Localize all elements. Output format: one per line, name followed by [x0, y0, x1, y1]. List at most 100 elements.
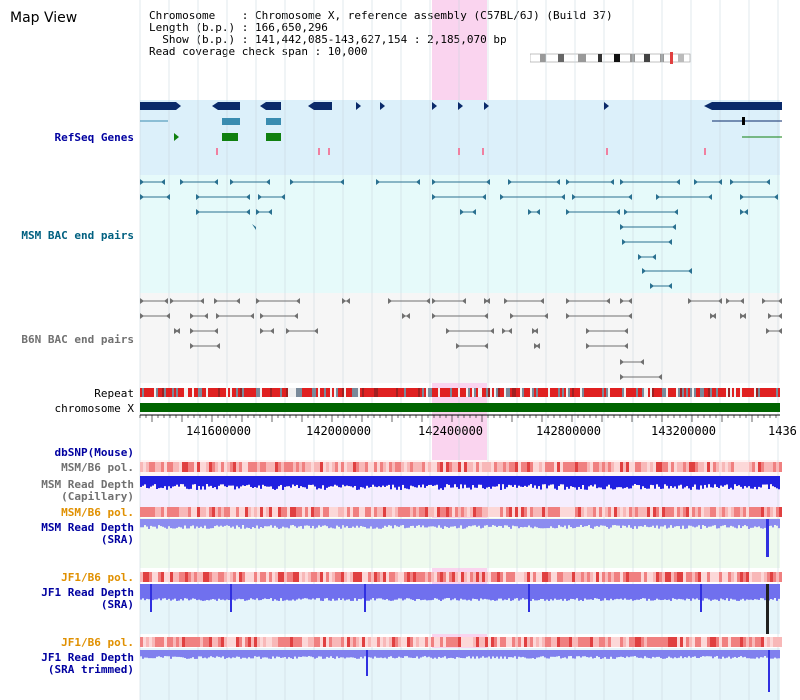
depth-bar	[614, 519, 616, 526]
polymorphism-cell	[593, 462, 596, 472]
repeat-segment	[260, 388, 262, 397]
polymorphism-cell	[677, 637, 680, 647]
repeat-segment	[716, 388, 718, 397]
depth-bar	[394, 476, 396, 488]
depth-bar	[384, 650, 386, 658]
depth-bar	[290, 519, 292, 526]
repeat-segment	[276, 388, 278, 397]
polymorphism-cell	[383, 572, 386, 582]
depth-bar	[504, 476, 506, 489]
track-label-repeat[interactable]: Repeat	[94, 387, 134, 400]
depth-bar	[154, 519, 156, 527]
depth-bar	[584, 519, 586, 527]
repeat-segment	[368, 388, 370, 397]
repeat-segment	[340, 388, 342, 397]
depth-bar	[486, 476, 488, 488]
depth-bar	[160, 519, 162, 527]
polymorphism-cell	[233, 637, 236, 647]
polymorphism-cell	[473, 507, 476, 517]
polymorphism-cell	[440, 507, 443, 517]
depth-bar	[648, 584, 650, 599]
polymorphism-cell	[671, 507, 674, 517]
polymorphism-cell	[170, 462, 173, 472]
track-label-msm-pol-2[interactable]: MSM/B6 pol.	[61, 506, 134, 519]
repeat-segment	[268, 388, 270, 397]
depth-bar	[656, 650, 658, 657]
depth-bar	[608, 476, 610, 485]
repeat-segment	[704, 388, 706, 397]
depth-bar	[184, 476, 186, 487]
depth-bar	[238, 519, 240, 528]
depth-bar	[268, 519, 270, 527]
depth-bar	[496, 584, 498, 601]
repeat-segment	[658, 388, 660, 397]
depth-bar	[266, 519, 268, 527]
depth-bar	[702, 476, 704, 489]
polymorphism-cell	[164, 637, 167, 647]
track-label-refseq[interactable]: RefSeq Genes	[54, 131, 134, 144]
polymorphism-cell	[608, 637, 611, 647]
polymorphism-cell	[479, 572, 482, 582]
depth-bar	[546, 584, 548, 600]
polymorphism-cell	[350, 637, 353, 647]
track-label-msm-depth-cap[interactable]: MSM Read Depth	[41, 478, 134, 491]
repeat-segment	[296, 388, 298, 397]
depth-bar	[392, 584, 394, 601]
depth-bar	[172, 650, 174, 657]
track-label-jf1-depth-trim[interactable]: JF1 Read Depth	[41, 651, 134, 664]
polymorphism-cell	[347, 462, 350, 472]
polymorphism-cell	[752, 462, 755, 472]
polymorphism-cell	[470, 637, 473, 647]
polymorphism-cell	[329, 507, 332, 517]
track-label-jf1-pol-1[interactable]: JF1/B6 pol.	[61, 571, 134, 584]
polymorphism-cell	[257, 462, 260, 472]
repeat-segment	[732, 388, 734, 397]
depth-bar	[556, 519, 558, 529]
polymorphism-cell	[185, 462, 188, 472]
depth-bar	[264, 650, 266, 658]
repeat-segment	[284, 388, 286, 397]
depth-bar	[260, 476, 262, 489]
depth-bar	[508, 476, 510, 485]
track-label-jf1-depth-sra[interactable]: JF1 Read Depth	[41, 586, 134, 599]
polymorphism-cell	[716, 507, 719, 517]
depth-bar	[176, 650, 178, 657]
polymorphism-cell	[527, 462, 530, 472]
depth-bar	[528, 519, 530, 526]
depth-bar	[646, 476, 648, 489]
polymorphism-cell	[389, 462, 392, 472]
depth-bar	[766, 476, 768, 485]
track-label-msm-bac[interactable]: MSM BAC end pairs	[21, 229, 134, 242]
depth-bar	[582, 476, 584, 485]
track-label-jf1-pol-2[interactable]: JF1/B6 pol.	[61, 636, 134, 649]
polymorphism-cell	[692, 572, 695, 582]
track-label-dbsnp[interactable]: dbSNP(Mouse)	[54, 446, 134, 459]
depth-bar	[498, 476, 500, 485]
polymorphism-cell	[557, 507, 560, 517]
polymorphism-cell	[608, 572, 611, 582]
depth-bar	[148, 476, 150, 489]
repeat-segment	[236, 388, 238, 397]
polymorphism-cell	[209, 572, 212, 582]
track-label-b6n-bac[interactable]: B6N BAC end pairs	[21, 333, 134, 346]
depth-bar	[168, 476, 170, 487]
depth-bar	[728, 650, 730, 657]
polymorphism-cell	[308, 462, 311, 472]
depth-bar	[576, 519, 578, 527]
repeat-segment	[526, 388, 528, 397]
depth-bar	[554, 476, 556, 489]
polymorphism-cell	[206, 507, 209, 517]
track-label-msm-pol-1[interactable]: MSM/B6 pol.	[61, 461, 134, 474]
polymorphism-cell	[365, 462, 368, 472]
track-label-msm-depth-sra[interactable]: MSM Read Depth	[41, 521, 134, 534]
depth-bar	[166, 584, 168, 600]
polymorphism-cell	[449, 572, 452, 582]
snp-mark	[216, 148, 218, 155]
depth-bar	[576, 650, 578, 657]
depth-bar	[188, 584, 190, 601]
polymorphism-cell	[422, 462, 425, 472]
depth-bar	[586, 584, 588, 600]
depth-bar	[316, 584, 318, 599]
depth-bar	[210, 476, 212, 486]
